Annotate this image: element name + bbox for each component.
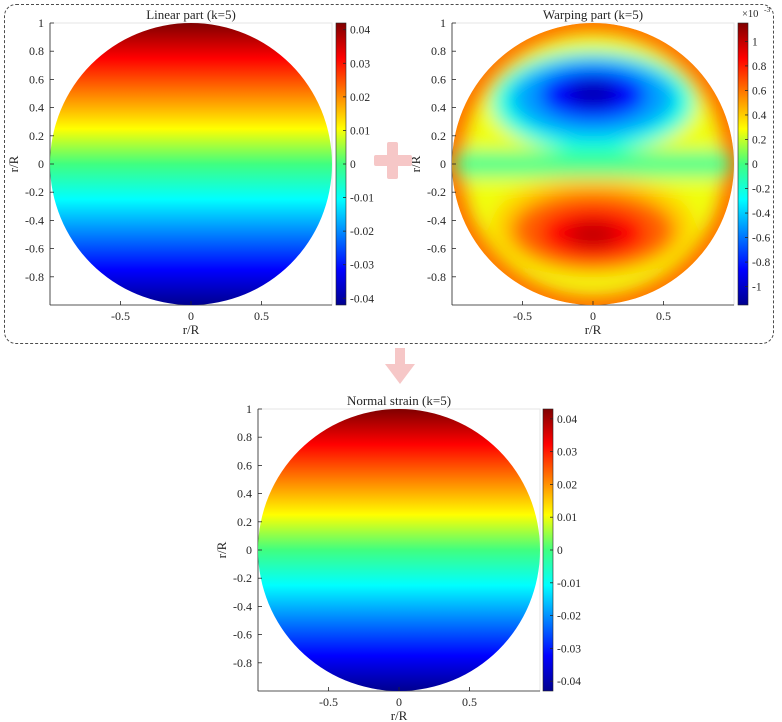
x-tick-label: -0.5 — [513, 309, 532, 323]
y-tick-label: -0.6 — [427, 242, 446, 256]
colorbar-multiplier: ×10 — [742, 9, 758, 20]
colorbar-tick-label: -0.4 — [752, 208, 770, 220]
x-tick-label: 0.5 — [656, 309, 671, 323]
y-tick-label: 0.8 — [29, 44, 44, 58]
y-tick-label: 0.8 — [237, 430, 252, 444]
y-tick-label: 0.4 — [431, 101, 446, 115]
colorbar-tick-label: -0.01 — [557, 578, 581, 590]
y-tick-label: 1 — [38, 16, 44, 30]
linear-part-panel: 1 0.8 0.6 0.4 0.2 0 -0.2 -0.4 -0.6 -0.8 -0.5 0 0.5 Li… — [6, 7, 374, 337]
x-axis-label: r/R — [585, 322, 602, 337]
x-axis-label: r/R — [391, 708, 408, 722]
colorbar-tick-label: -0.04 — [350, 293, 374, 305]
colorbar-tick-label: -0.02 — [350, 226, 374, 238]
y-tick-label: 0 — [246, 543, 252, 557]
y-tick-label: -0.4 — [233, 599, 252, 613]
y-tick-label: -0.4 — [25, 213, 44, 227]
y-tick-label: -0.4 — [427, 213, 446, 227]
y-tick-label: -0.8 — [427, 270, 446, 284]
y-tick-label: 0.2 — [29, 129, 44, 143]
y-tick-label: 0 — [38, 157, 44, 171]
colorbar-tick-label: 1 — [752, 36, 758, 48]
arrow-down-icon — [385, 348, 415, 384]
x-tick-label: 0 — [590, 309, 596, 323]
colorbar-tick-label: 0.04 — [557, 414, 577, 426]
y-tick-label: 0.2 — [431, 129, 446, 143]
x-tick-label: 0.5 — [254, 309, 269, 323]
y-tick-label: -0.8 — [233, 656, 252, 670]
colorbar: 0.04 0.03 0.02 0.01 0 -0.01 -0.02 -0.03 -0.04 — [335, 22, 374, 306]
y-tick-label: 0.8 — [431, 44, 446, 58]
y-tick-label: 0.6 — [237, 458, 252, 472]
warping-part-panel: 1 0.8 0.6 0.4 0.2 0 -0.2 -0.4 -0.6 -0.8 -0.5 0 0.5 Wa… — [408, 5, 770, 337]
colorbar-tick-label: 0.04 — [350, 25, 370, 37]
y-tick-label: 0 — [440, 157, 446, 171]
colorbar-tick-label: 0.2 — [752, 134, 767, 146]
colorbar-tick-label: 0.02 — [350, 92, 370, 104]
colorbar-tick-label: 0 — [350, 159, 356, 171]
y-tick-label: -0.2 — [25, 185, 44, 199]
y-tick-label: 0.2 — [237, 515, 252, 529]
y-axis-label: r/R — [214, 541, 229, 558]
colorbar: 1 0.8 0.6 0.4 0.2 0 -0.2 -0.4 -0.6 -0.8 -1 ×10 -3 — [737, 5, 770, 306]
colorbar-tick-label: 0.02 — [557, 479, 577, 491]
chart-title: Warping part (k=5) — [543, 7, 643, 22]
y-tick-label: 0.4 — [29, 101, 44, 115]
y-tick-label: -0.6 — [25, 242, 44, 256]
y-tick-label: 0.6 — [431, 72, 446, 86]
colorbar-multiplier-exponent: -3 — [764, 5, 770, 14]
x-tick-label: -0.5 — [111, 309, 130, 323]
colorbar-tick-label: 0.01 — [350, 125, 370, 137]
strain-field-disk — [258, 409, 540, 691]
y-tick-label: -0.2 — [233, 571, 252, 585]
colorbar-tick-label: 0 — [557, 545, 563, 557]
colorbar-tick-label: -0.02 — [557, 611, 581, 623]
colorbar-tick-label: 0.03 — [350, 58, 370, 70]
y-axis-label: r/R — [6, 155, 21, 172]
x-tick-label: 0.5 — [462, 695, 477, 709]
normal-strain-panel: 1 0.8 0.6 0.4 0.2 0 -0.2 -0.4 -0.6 -0.8 -0.5 0 0.5 No… — [214, 393, 581, 722]
y-tick-label: 0.6 — [29, 72, 44, 86]
y-tick-label: -0.6 — [233, 628, 252, 642]
colorbar-tick-label: 0.6 — [752, 85, 767, 97]
chart-title: Normal strain (k=5) — [347, 393, 451, 408]
y-tick-label: 0.4 — [237, 487, 252, 501]
chart-title: Linear part (k=5) — [146, 7, 236, 22]
colorbar: 0.04 0.03 0.02 0.01 0 -0.01 -0.02 -0.03 -0.04 — [542, 408, 581, 692]
colorbar-tick-label: -0.01 — [350, 193, 374, 205]
colorbar-tick-label: 0.03 — [557, 447, 577, 459]
colorbar-tick-label: -0.2 — [752, 184, 770, 196]
x-tick-label: 0 — [188, 309, 194, 323]
x-tick-label: 0 — [396, 695, 402, 709]
colorbar-tick-label: 0.8 — [752, 61, 767, 73]
y-tick-label: -0.8 — [25, 270, 44, 284]
colorbar-tick-label: 0.01 — [557, 512, 577, 524]
colorbar-tick-label: -0.03 — [557, 643, 581, 655]
warping-field-disk — [452, 23, 734, 305]
y-tick-label: -0.2 — [427, 185, 446, 199]
colorbar-tick-label: -1 — [752, 282, 762, 294]
colorbar-tick-label: -0.04 — [557, 676, 581, 688]
y-tick-label: 1 — [246, 402, 252, 416]
summation-group-frame — [4, 4, 774, 344]
strain-field-disk — [50, 23, 332, 305]
plus-icon — [374, 142, 412, 179]
y-tick-label: 1 — [440, 16, 446, 30]
colorbar-tick-label: 0 — [752, 159, 758, 171]
colorbar-tick-label: -0.03 — [350, 260, 374, 272]
colorbar-tick-label: -0.8 — [752, 257, 770, 269]
x-axis-label: r/R — [183, 322, 200, 337]
colorbar-tick-label: -0.6 — [752, 233, 770, 245]
x-tick-label: -0.5 — [319, 695, 338, 709]
colorbar-tick-label: 0.4 — [752, 110, 767, 122]
